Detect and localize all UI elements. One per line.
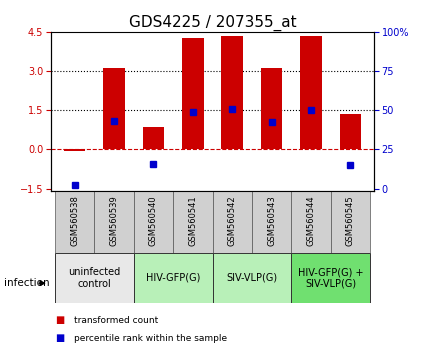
Text: HIV-GFP(G) +
SIV-VLP(G): HIV-GFP(G) + SIV-VLP(G) bbox=[298, 267, 363, 289]
Bar bbox=[221, 36, 243, 149]
Text: uninfected
control: uninfected control bbox=[68, 267, 120, 289]
Text: GSM560538: GSM560538 bbox=[70, 195, 79, 246]
Text: GSM560542: GSM560542 bbox=[228, 195, 237, 246]
Text: ■: ■ bbox=[55, 315, 65, 325]
Text: HIV-GFP(G): HIV-GFP(G) bbox=[146, 273, 200, 283]
Text: GSM560541: GSM560541 bbox=[188, 195, 197, 246]
Bar bbox=[55, 253, 134, 303]
Text: GSM560545: GSM560545 bbox=[346, 195, 355, 246]
Bar bbox=[182, 38, 204, 149]
Bar bbox=[291, 191, 331, 253]
Bar bbox=[94, 191, 134, 253]
Text: transformed count: transformed count bbox=[74, 316, 159, 325]
Text: percentile rank within the sample: percentile rank within the sample bbox=[74, 333, 227, 343]
Bar bbox=[331, 191, 370, 253]
Bar bbox=[173, 191, 212, 253]
Text: GSM560540: GSM560540 bbox=[149, 195, 158, 246]
Bar bbox=[252, 191, 291, 253]
Bar bbox=[212, 253, 291, 303]
Text: ■: ■ bbox=[55, 333, 65, 343]
Bar bbox=[64, 149, 85, 151]
Bar bbox=[142, 127, 164, 149]
Bar bbox=[134, 253, 212, 303]
Bar bbox=[134, 191, 173, 253]
Bar bbox=[55, 191, 94, 253]
Text: GSM560544: GSM560544 bbox=[306, 195, 315, 246]
Bar bbox=[212, 191, 252, 253]
Bar bbox=[261, 68, 283, 149]
Bar bbox=[291, 253, 370, 303]
Text: GSM560543: GSM560543 bbox=[267, 195, 276, 246]
Bar bbox=[340, 114, 361, 149]
Text: SIV-VLP(G): SIV-VLP(G) bbox=[227, 273, 278, 283]
Title: GDS4225 / 207355_at: GDS4225 / 207355_at bbox=[129, 14, 296, 30]
Bar bbox=[103, 68, 125, 149]
Bar bbox=[300, 36, 322, 149]
Text: GSM560539: GSM560539 bbox=[110, 195, 119, 246]
Text: infection: infection bbox=[4, 278, 50, 288]
